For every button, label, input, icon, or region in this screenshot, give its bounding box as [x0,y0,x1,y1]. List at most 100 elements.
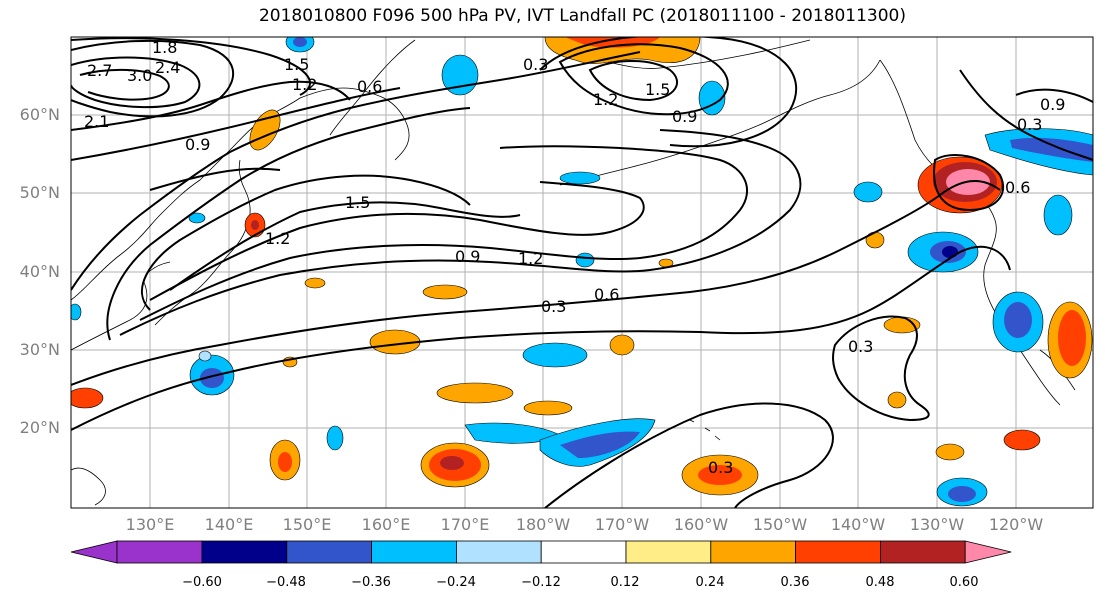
fill-region-24 [609,334,635,356]
lon-label: 180°W [515,515,571,534]
fill-region-6 [244,212,266,238]
contour-line-8 [106,107,471,341]
fill-region-29 [436,382,514,404]
contour-line-18 [71,87,401,161]
contour-line-7 [140,174,471,311]
fill-region-31 [464,418,656,467]
contour-line-4 [139,145,749,321]
fill-region-34 [420,442,490,488]
contour-label: 0.3 [523,55,548,74]
colorbar-tick-label: 0.60 [949,575,979,590]
fill-region-28 [71,303,82,321]
contour-line-17 [71,80,351,131]
colorbar-tick-label: 0.36 [780,575,810,590]
contour-label: 0.9 [455,247,480,266]
contour-label: 1.5 [645,80,670,99]
colorbar-tick-label: 0.24 [695,575,725,590]
lon-label: 130°E [125,515,175,534]
colorbar-segment [625,540,712,564]
fill-region-13 [907,231,979,273]
fill-region-1 [285,37,315,53]
colorbar-segment [371,540,457,564]
contour-label: 0.3 [541,297,566,316]
fill-region-23 [522,342,588,368]
lon-label: 140°W [830,515,886,534]
lon-label: 130°W [909,515,965,534]
colorbar-segment [286,540,372,564]
contour-label: 0.9 [1040,95,1065,114]
colorbar-segment [795,540,881,564]
colorbar-extend-min [70,540,118,564]
fill-region-11 [853,181,883,203]
colorbar-segment [710,540,796,564]
colorbar-tick-label: −0.36 [351,575,391,590]
kamchatka-coast [329,39,416,136]
pv-fills [71,37,1093,507]
fill-region-38 [936,477,988,507]
fill-region-15 [575,252,595,268]
contour-line-3 [119,129,802,336]
fill-region-33 [269,439,301,481]
contour-line-20 [959,69,1093,161]
plot-frame [70,36,1094,509]
fill-region-4 [698,80,726,116]
fill-region-18 [304,277,326,289]
colorbar-segment [455,540,542,564]
lon-label: 160°E [361,515,411,534]
contour-line-10 [558,43,729,116]
asia-coast [71,87,410,506]
contour-label: 0.9 [672,107,697,126]
colorbar-segment [880,540,966,564]
colorbar [70,540,1012,564]
lat-label: 30°N [19,340,60,359]
pv-contours [71,37,1093,508]
contour-line-5 [149,181,645,301]
contour-line-6 [169,201,521,291]
contour-labels: 1.8 2.7 3.0 2.4 1.5 1.2 2.1 0.6 0.9 0.3 … [84,38,1065,477]
fill-region-32 [326,425,344,451]
fill-region-27 [71,387,104,409]
colorbar-tick-label: 0.48 [865,575,895,590]
fill-region-7 [188,212,206,224]
contour-label: 2.7 [87,61,112,80]
contour-line-16 [71,37,311,96]
fill-region-10 [984,128,1093,176]
contour-line-9 [71,51,641,291]
colorbar-tick-label: −0.60 [182,575,222,590]
fill-region-35 [681,454,759,496]
fill-region-12 [865,231,885,249]
colorbar-tick-label: 0.12 [610,575,640,590]
contour-label: 0.6 [594,285,619,304]
contour-label: 0.3 [848,337,873,356]
fill-region-3 [544,37,701,64]
lat-label: 50°N [19,183,60,202]
contour-label: 1.5 [345,193,370,212]
contour-label: 1.2 [292,75,317,94]
contour-label: 1.2 [593,90,618,109]
contour-label: 2.1 [84,112,109,131]
fill-region-19 [992,291,1044,353]
lat-label: 40°N [19,262,60,281]
contour-line-2 [71,179,1001,386]
lon-label: 140°E [204,515,254,534]
lat-label: 20°N [19,418,60,437]
contour-label: 3.0 [127,66,152,85]
contour-label: 1.2 [265,229,290,248]
contour-label: 2.4 [155,58,180,77]
lon-label: 150°W [752,515,808,534]
contour-label: 0.9 [185,135,210,154]
contour-line-15 [79,68,170,101]
colorbar-tick-label: −0.24 [436,575,476,590]
fill-region-14 [1043,194,1073,236]
contour-line-21 [933,154,1005,212]
colorbar-segment [116,540,203,564]
colorbar-extend-max [964,540,1012,564]
contour-line-14 [71,56,201,109]
colorbar-segment [540,540,627,564]
fill-region-37 [935,443,965,461]
lon-label: 170°W [594,515,650,534]
contour-label: 0.3 [1017,115,1042,134]
contour-label: 1.8 [152,38,177,57]
contour-label: 0.3 [708,458,733,477]
